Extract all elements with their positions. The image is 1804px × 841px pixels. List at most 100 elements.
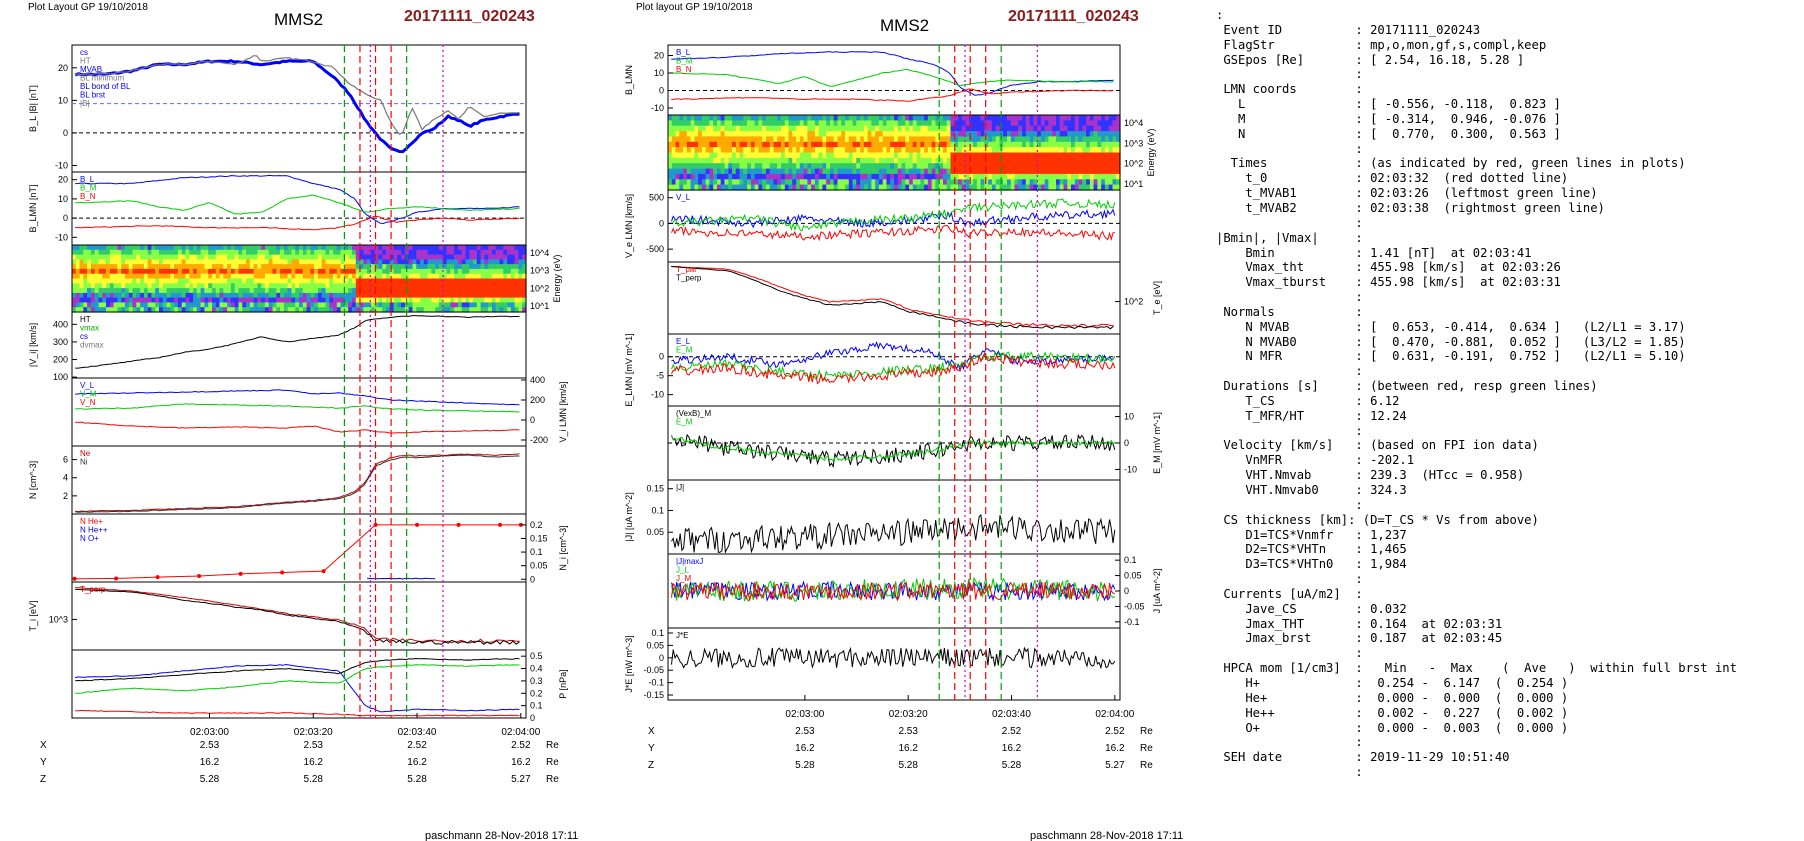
spectrogram-cell xyxy=(299,273,304,280)
spectrogram-cell xyxy=(931,168,937,175)
spectrogram-cell xyxy=(833,131,839,138)
spectrogram-cell xyxy=(743,141,748,148)
spectrogram-cell xyxy=(860,147,865,154)
spectrogram-cell xyxy=(473,297,478,303)
spectrogram-cell xyxy=(728,179,733,186)
spectrogram-cell xyxy=(374,249,380,256)
spectrogram-cell xyxy=(204,302,209,308)
spectrogram-cell xyxy=(507,273,512,280)
spectrogram-cell xyxy=(348,259,353,265)
spectrogram-cell xyxy=(668,115,673,121)
spectrogram-cell xyxy=(454,254,459,260)
spectrogram-cell xyxy=(939,136,944,143)
spectrogram-cell xyxy=(355,283,361,289)
spectrogram-cell xyxy=(242,259,247,265)
spectrogram-cell xyxy=(246,292,251,299)
spectrogram-cell xyxy=(1048,147,1053,154)
spectrogram-cell xyxy=(912,141,918,148)
spectrogram-cell xyxy=(1082,131,1087,138)
spectrogram-cell xyxy=(1078,184,1083,191)
spectrogram-cell xyxy=(109,292,115,299)
spectrogram-cell xyxy=(204,288,209,294)
spectrogram-cell xyxy=(698,125,703,132)
spectrogram-cell xyxy=(698,115,703,121)
spectrogram-cell xyxy=(799,157,805,164)
spectrogram-cell xyxy=(325,273,330,280)
spectrogram-cell xyxy=(382,245,387,251)
spectrogram-cell xyxy=(943,115,948,121)
y-tick-label: 0.1 xyxy=(1124,555,1137,565)
spectrogram-cell xyxy=(991,136,997,143)
spectrogram-cell xyxy=(151,297,156,303)
spectrogram-cell xyxy=(1067,131,1072,138)
spectrogram-cell xyxy=(253,245,258,251)
info-line: |Bmin|, |Vmax| : xyxy=(1216,230,1363,245)
spectrogram-cell xyxy=(230,283,236,289)
spectrogram-cell xyxy=(219,297,224,303)
spectrogram-cell xyxy=(227,273,232,280)
spectrogram-cell xyxy=(518,297,523,303)
spectrogram-cell xyxy=(113,288,118,294)
spectrogram-cell xyxy=(758,147,763,154)
spectrogram-cell xyxy=(219,302,224,308)
spectrogram-cell xyxy=(890,136,895,143)
spectrogram-cell xyxy=(705,147,711,154)
spectrogram-cell xyxy=(781,136,786,143)
spectrogram-cell xyxy=(1108,120,1114,127)
spectrogram-cell xyxy=(355,245,361,251)
spectrogram-cell xyxy=(777,163,782,170)
spectrogram-cell xyxy=(679,157,684,164)
spectrogram-cell xyxy=(1037,131,1042,138)
spectrogram-cell xyxy=(701,131,707,138)
spectrogram-cell xyxy=(397,302,402,308)
y-tick-label: 0 xyxy=(659,86,664,96)
spectrogram-cell xyxy=(287,245,292,251)
spectrogram-cell xyxy=(488,249,493,256)
spectrogram-cell xyxy=(890,147,895,154)
y-axis-label: B_L |B| [nT] xyxy=(28,85,38,132)
spectrogram-cell xyxy=(287,283,292,289)
spectrogram-cell xyxy=(355,273,361,280)
spectrogram-cell xyxy=(336,292,342,299)
spectrogram-cell xyxy=(177,254,183,260)
spectrogram-cell xyxy=(435,307,440,313)
spectrogram-cell xyxy=(750,173,756,180)
spectrogram-cell xyxy=(1033,141,1038,148)
spectrogram-cell xyxy=(686,136,692,143)
spectrogram-cell xyxy=(935,147,940,154)
spectrogram-cell xyxy=(208,307,213,313)
spectrogram-cell xyxy=(781,141,786,148)
spectrogram-cell xyxy=(94,268,100,275)
spectrogram-cell xyxy=(280,249,285,256)
spectrogram-cell xyxy=(280,307,285,313)
spectrogram-cell xyxy=(754,125,759,132)
spectrogram-cell xyxy=(386,254,391,260)
spectrogram-cell xyxy=(747,184,752,191)
spectrogram-cell xyxy=(242,302,247,308)
spectrogram-cell xyxy=(397,273,402,280)
spectrogram-cell xyxy=(924,115,929,121)
spectrogram-cell xyxy=(1089,179,1095,186)
spectrogram-cell xyxy=(90,245,96,251)
spectrogram-cell xyxy=(739,179,744,186)
spectrogram-cell xyxy=(223,273,228,280)
spectrogram-cell xyxy=(871,115,876,121)
spectrogram-cell xyxy=(950,157,955,164)
spectrogram-cell xyxy=(788,136,793,143)
position-value: 16.2 xyxy=(407,757,427,768)
spectrogram-cell xyxy=(363,254,368,260)
spectrogram-cell xyxy=(852,131,857,138)
spectrogram-cell xyxy=(208,268,213,275)
spectrogram-cell xyxy=(683,120,688,127)
spectrogram-cell xyxy=(431,283,436,289)
legend-entry: BL minimum xyxy=(80,74,124,83)
spectrogram-cell xyxy=(1086,125,1091,132)
spectrogram-cell xyxy=(750,157,756,164)
spectrogram-cell xyxy=(162,254,168,260)
spectrogram-cell xyxy=(393,288,398,294)
info-line: Vmax_tburst : 455.98 [km/s] at 02:03:31 xyxy=(1216,275,1561,290)
spectrogram-cell xyxy=(397,249,402,256)
spectrogram-cell xyxy=(344,297,349,303)
spectrogram-cell xyxy=(465,264,470,270)
spectrogram-cell xyxy=(488,297,493,303)
